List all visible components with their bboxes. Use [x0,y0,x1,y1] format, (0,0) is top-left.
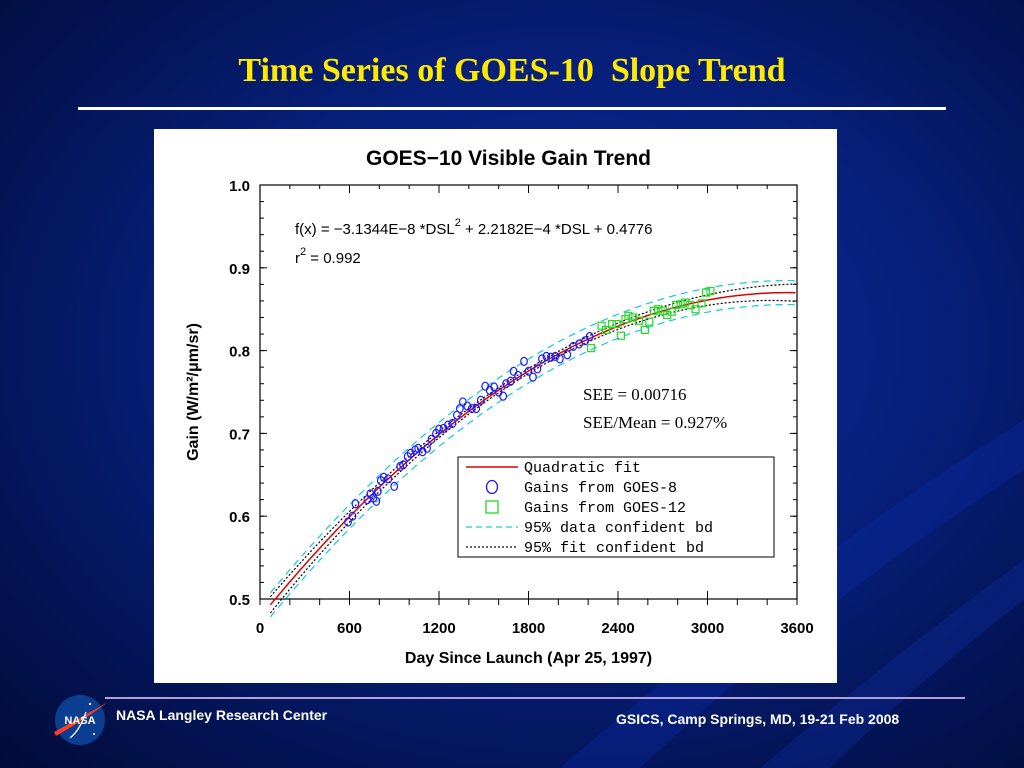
legend-box [457,456,775,558]
goes12-gain-point [676,300,685,309]
legend-label: Gains from GOES-12 [524,500,686,517]
goes8-gain-point [373,486,382,496]
goes8-gain-point [423,443,431,453]
goes12-gain-point [601,325,611,334]
legend-label: 95% data confident bd [524,520,713,537]
fit-statistic: SEE = 0.00716 [583,385,687,404]
goes8-gain-point [520,356,528,366]
goes12-gain-point [697,299,706,308]
goes12-gain-point [597,321,606,330]
legend-label: 95% fit confident bd [524,540,704,557]
chart-panel: GOES−10 Visible Gain Trend 0.5 0.6 0.7 0.8 0.… [154,129,837,683]
footer-organization: NASA Langley Research Center [116,707,328,723]
goes8-gain-point [499,391,508,401]
goes12-gain-point [685,300,694,310]
goes8-gain-point [372,496,381,506]
goes8-gain-point [463,401,472,411]
goes12-gain-point [654,305,663,314]
goes8-gain-point [444,420,452,430]
quadratic-fit-line [269,291,796,606]
goes8-gain-point [467,403,476,414]
goes12-gain-point [612,320,621,329]
goes8-gain-point [585,331,594,342]
goes12-gain-point [616,331,626,340]
goes8-gain-point [490,382,499,392]
goes8-gain-point [458,397,467,407]
footer-divider [105,697,965,699]
goes8-gain-point [435,424,443,434]
goes8-gain-point [476,395,485,405]
goes12-gain-point [634,316,643,325]
goes8-gain-point [502,379,511,389]
chart-title: GOES−10 Visible Gain Trend [366,147,651,170]
gain-trend-chart: GOES−10 Visible Gain Trend 0.5 0.6 0.7 0.8 0.… [185,147,814,667]
y-tick-label: 0.6 [229,509,250,526]
goes12-gain-point [640,325,649,334]
legend-label: Quadratic fit [524,460,641,477]
fit-equation: f(x) = −3.1344E−8 *DSL2 + 2.2182E−4 *DSL… [295,217,653,238]
goes8-gain-point [351,499,360,509]
fit-statistic: SEE/Mean = 0.927% [583,413,727,432]
y-tick-label: 0.5 [229,592,250,609]
goes8-gain-point [384,474,393,484]
goes8-gain-point [529,372,537,382]
x-tick-label: 2400 [601,620,634,637]
r-squared-value: r2 = 0.992 [295,246,361,267]
x-tick-label: 600 [337,620,362,637]
goes12-gain-point [672,300,681,310]
y-axis-label: Gain (W/m²/μm/sr) [185,323,202,461]
goes8-gain-point [448,418,457,429]
x-tick-label: 0 [256,620,264,637]
goes8-gain-point [348,511,357,521]
legend-label: Gains from GOES-8 [524,480,677,497]
goes12-gain-point [649,306,658,315]
goes12-gain-point [587,344,596,353]
goes12-gain-point [691,305,700,314]
goes12-gain-point [706,286,715,296]
goes12-gain-point [607,320,617,329]
svg-text:NASA: NASA [64,715,95,727]
x-tick-label: 1800 [512,620,545,637]
data-band-lower [269,303,796,618]
goes8-gain-point [379,472,388,482]
goes8-gain-point [555,354,564,364]
goes8-gain-point [390,481,399,491]
y-tick-label: 0.8 [229,344,250,361]
x-tick-label: 1200 [422,620,455,637]
goes8-gain-point [506,376,515,386]
slide-title: Time Series of GOES-10 Slope Trend [238,52,786,89]
goes8-gain-point [542,351,551,361]
nasa-logo-icon: NASA [54,695,108,745]
goes12-gain-point [658,306,667,315]
goes8-gain-point [546,352,555,362]
goes8-gain-point [509,366,518,376]
goes8-gain-point [538,354,546,364]
goes12-gain-point [701,288,711,297]
goes12-gain-point [667,307,676,316]
goes8-gain-point [344,517,352,527]
goes8-gain-point [472,403,481,414]
y-tick-label: 1.0 [229,178,250,195]
fit-band-lower [269,299,796,614]
goes8-gain-point [399,460,408,470]
goes8-gain-point [563,350,572,360]
y-tick-label: 0.7 [229,426,250,443]
goes12-gain-point [645,317,654,326]
footer-event: GSICS, Camp Springs, MD, 19-21 Feb 2008 [616,711,900,727]
legend-symbol-goes8 [485,479,499,495]
goes8-gain-point [427,434,436,444]
x-axis-label: Day Since Launch (Apr 25, 1997) [405,650,652,667]
legend-symbol-goes12 [485,500,499,514]
goes8-gain-point [533,364,542,374]
x-tick-label: 3000 [691,620,724,637]
goes12-gain-point [624,311,633,320]
title-divider [78,107,946,110]
x-tick-label: 3600 [780,620,813,637]
y-tick-label: 0.9 [229,261,250,278]
goes8-gain-point [514,370,522,381]
goes8-gain-point [524,366,533,376]
goes12-gain-point [681,298,690,307]
goes8-gain-point [551,351,560,361]
